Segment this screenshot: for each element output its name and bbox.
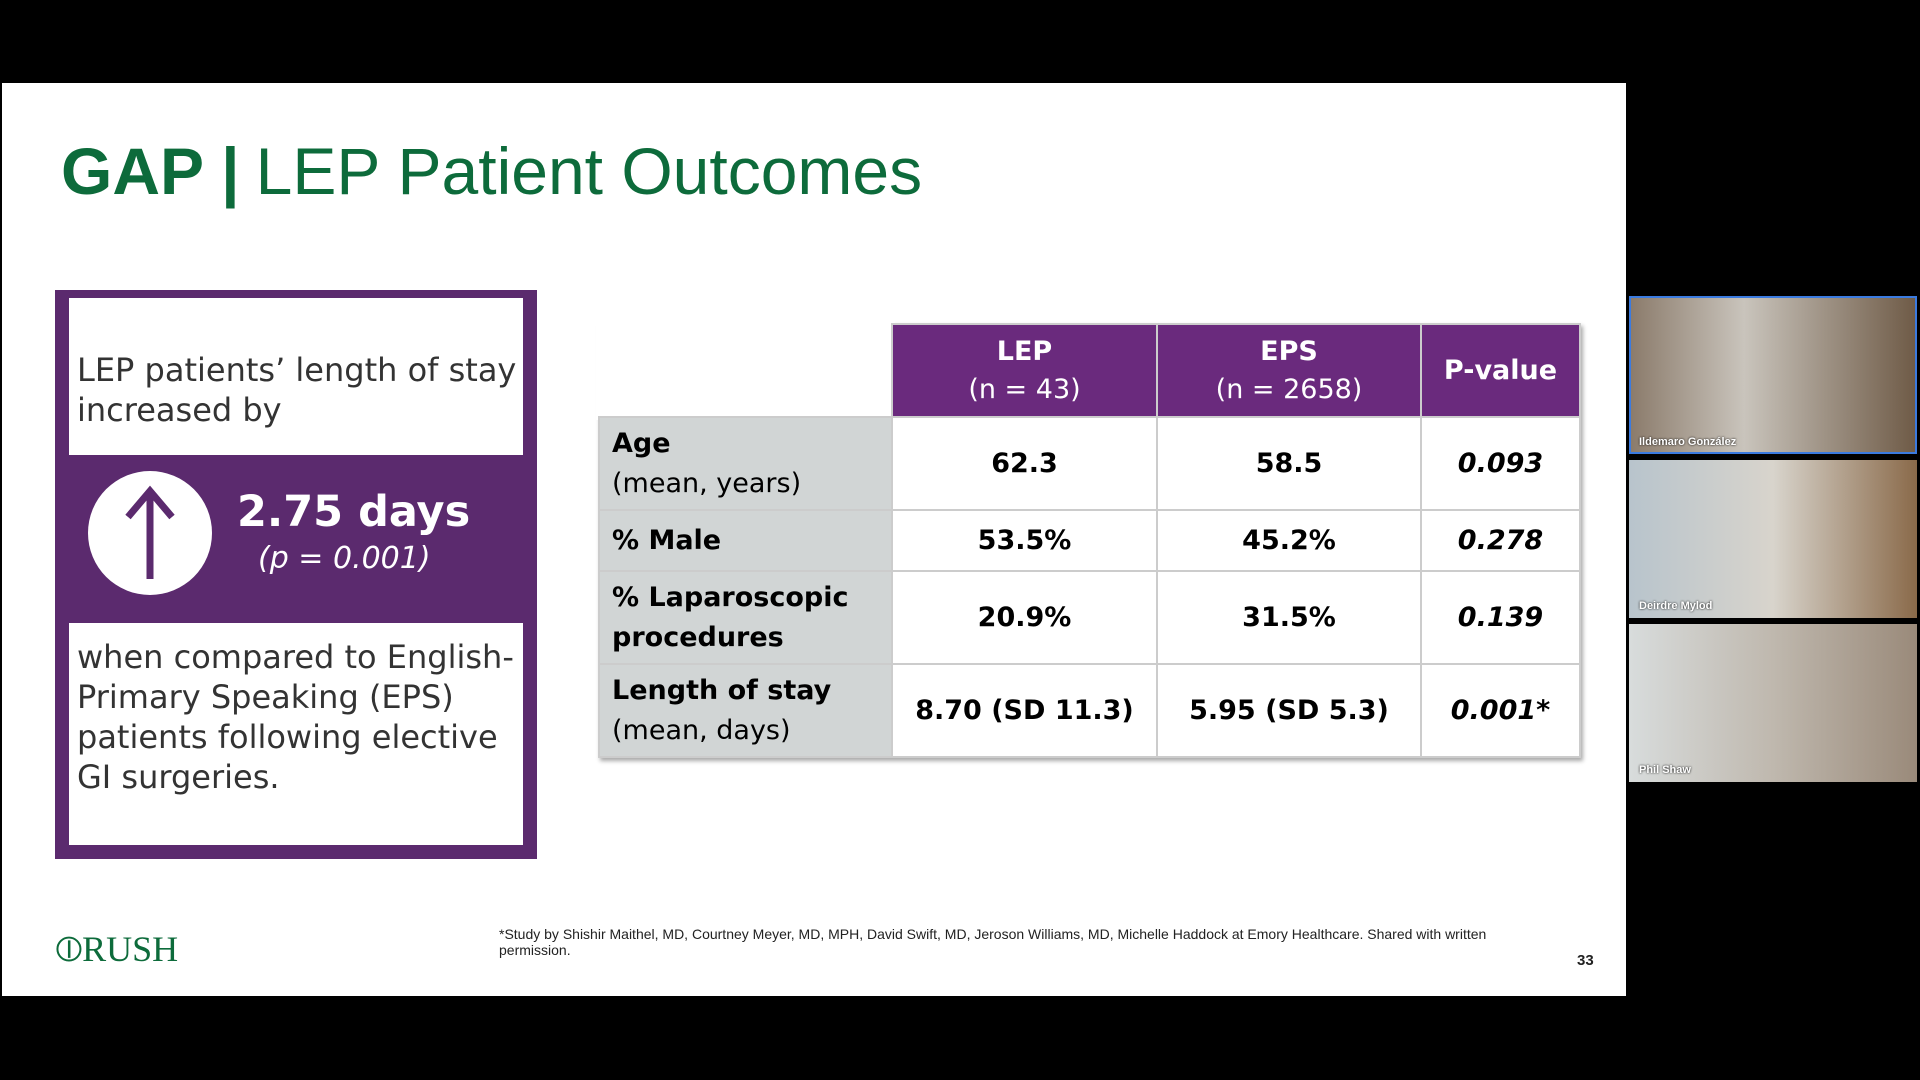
up-arrow-icon — [88, 471, 212, 595]
table-cell: 5.95 (SD 5.3) — [1156, 663, 1422, 758]
row-label: % Male — [598, 509, 893, 572]
participant-name: Ildemaro González — [1639, 436, 1737, 448]
row-label-main: Length of stay — [612, 674, 832, 706]
table-cell: 62.3 — [891, 416, 1158, 511]
table-cell: 58.5 — [1156, 416, 1422, 511]
callout-top: LEP patients’ length of stay increased b… — [69, 298, 523, 455]
row-label: Age (mean, years) — [598, 416, 893, 511]
participant-name: Deirdre Mylod — [1639, 600, 1713, 612]
slide-title: GAP | LEP Patient Outcomes — [61, 133, 922, 209]
title-text: LEP Patient Outcomes — [255, 134, 923, 208]
table-row: Length of stay (mean, days) 8.70 (SD 11.3)… — [598, 663, 1581, 758]
slide: GAP | LEP Patient Outcomes LEP patients’ … — [2, 83, 1626, 996]
header-row: LEP (n = 43) EPS (n = 2658) P-value — [599, 323, 1581, 418]
header-line2: (n = 43) — [968, 373, 1081, 405]
table-cell: 0.093 — [1420, 416, 1581, 511]
callout-bottom: when compared to English-Primary Speakin… — [69, 623, 523, 845]
logo-text: RUSH — [82, 929, 179, 969]
table-row: % Male 53.5% 45.2% 0.278 — [598, 509, 1581, 572]
table-cell: 31.5% — [1156, 570, 1422, 665]
callout-p-value: (p = 0.001) — [258, 541, 431, 576]
table-cell: 0.278 — [1420, 509, 1581, 572]
table-row: % Laparoscopic procedures 20.9% 31.5% 0.139 — [598, 570, 1581, 665]
row-sublabel: (mean, days) — [612, 714, 791, 746]
table-cell: 0.001* — [1420, 663, 1581, 758]
column-header: P-value — [1420, 323, 1581, 418]
table-cell: 45.2% — [1156, 509, 1422, 572]
column-header: LEP (n = 43) — [891, 323, 1158, 418]
corner-cell — [599, 324, 892, 417]
video-tile: Phil Shaw — [1629, 624, 1917, 782]
row-label-main: Age — [612, 427, 671, 459]
footnote: *Study by Shishir Maithel, MD, Courtney … — [499, 926, 1487, 958]
header-line1: P-value — [1443, 354, 1558, 386]
outcomes-table: LEP (n = 43) EPS (n = 2658) P-value Age (mean,… — [598, 323, 1581, 758]
row-label-main: % Laparoscopic procedures — [612, 581, 849, 653]
table-cell: 20.9% — [891, 570, 1158, 665]
table-cell: 0.139 — [1420, 570, 1581, 665]
arrow — [125, 485, 175, 579]
logo: ⦶RUSH — [56, 929, 179, 969]
column-header: EPS (n = 2658) — [1156, 323, 1422, 418]
video-tile: Deirdre Mylod — [1629, 460, 1917, 618]
row-label: Length of stay (mean, days) — [598, 663, 893, 758]
header-line1: LEP — [996, 335, 1053, 367]
table-cell: 53.5% — [891, 509, 1158, 572]
title-prefix: GAP | — [61, 134, 240, 208]
participant-name: Phil Shaw — [1639, 764, 1691, 776]
row-sublabel: (mean, years) — [612, 467, 802, 499]
row-label-main: % Male — [612, 524, 722, 556]
page-number: 33 — [1577, 952, 1594, 969]
header-line1: EPS — [1260, 335, 1318, 367]
callout-value: 2.75 days — [237, 487, 471, 537]
row-label: % Laparoscopic procedures — [598, 570, 893, 665]
callout-box: LEP patients’ length of stay increased b… — [55, 290, 537, 859]
table-row: Age (mean, years) 62.3 58.5 0.093 — [598, 416, 1581, 511]
table-cell: 8.70 (SD 11.3) — [891, 663, 1158, 758]
header-line2: (n = 2658) — [1215, 373, 1363, 405]
video-tile: Ildemaro González — [1629, 296, 1917, 454]
